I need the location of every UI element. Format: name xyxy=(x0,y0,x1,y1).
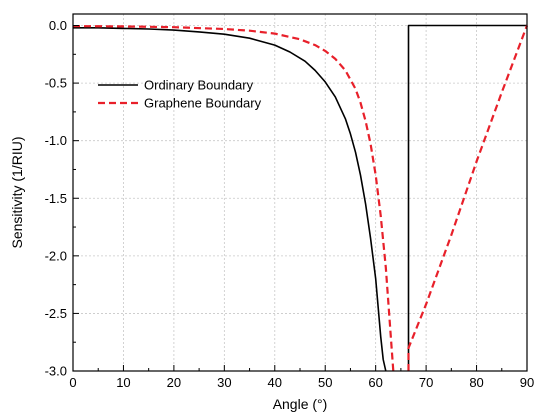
y-axis-label: Sensitivity (1/RIU) xyxy=(9,136,25,248)
legend-label-ordinary-boundary: Ordinary Boundary xyxy=(144,78,254,93)
legend-label-graphene-boundary: Graphene Boundary xyxy=(144,96,262,111)
x-tick-label: 20 xyxy=(167,375,181,390)
series-layer xyxy=(72,24,529,372)
y-tick-label: -1.0 xyxy=(45,133,67,148)
axis-ticks: 0 10 20 30 40 50 60 70 80 90 -3.0 -2.5 -2.0 -1.5 -1.0 -… xyxy=(45,18,535,390)
y-tick-label: -0.5 xyxy=(45,76,67,91)
plot-frame xyxy=(72,13,528,372)
y-tick-label: -3.0 xyxy=(45,364,67,379)
x-tick-label: 80 xyxy=(469,375,483,390)
series-line-graphene-boundary-segment-0 xyxy=(72,25,395,372)
x-tick-label: 70 xyxy=(419,375,433,390)
x-tick-label: 40 xyxy=(268,375,282,390)
y-tick-label: -2.0 xyxy=(45,248,67,263)
grid xyxy=(72,14,528,372)
x-tick-label: 60 xyxy=(368,375,382,390)
y-tick-label: 0.0 xyxy=(49,18,67,33)
x-tick-label: 0 xyxy=(69,375,76,390)
y-tick-label: -1.5 xyxy=(45,191,67,206)
y-tick-label: -2.5 xyxy=(45,306,67,321)
series-line-graphene-boundary-segment-1 xyxy=(407,25,529,371)
x-tick-label: 90 xyxy=(520,375,534,390)
x-tick-label: 10 xyxy=(116,375,130,390)
x-tick-label: 50 xyxy=(318,375,332,390)
series-line-ordinary-boundary-segment-1 xyxy=(407,24,527,371)
x-tick-label: 30 xyxy=(217,375,231,390)
series-line-ordinary-boundary-segment-0 xyxy=(73,26,387,372)
x-axis-label: Angle (°) xyxy=(273,396,328,412)
legend: Ordinary Boundary Graphene Boundary xyxy=(98,78,262,111)
